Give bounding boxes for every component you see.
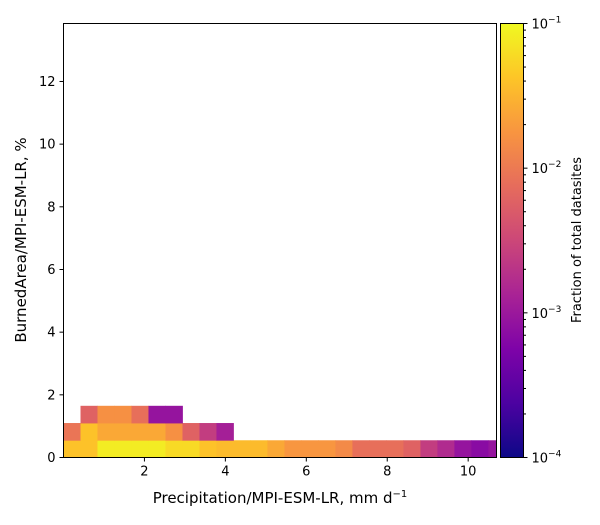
heatmap-cell-r0-c21 (420, 440, 438, 458)
heatmap-cell-r0-c10 (233, 440, 251, 458)
heatmap-cell-r2-c3 (131, 405, 149, 424)
x-tick-label: 8 (383, 465, 391, 480)
heatmap-cell-r0-c6 (165, 440, 183, 458)
heatmap-cell-r2-c4 (148, 405, 166, 424)
heatmap-cell-r2-c5 (165, 405, 183, 424)
colorbar-tick-label: 10−3 (532, 305, 562, 322)
colorbar-label: Fraction of total datasites (570, 157, 585, 323)
y-tick-label: 12 (39, 75, 56, 90)
y-axis-label: BurnedArea/MPI-ESM-LR, % (12, 137, 30, 342)
heatmap-cell-r0-c18 (369, 440, 387, 458)
x-axis-label: Precipitation/MPI-ESM-LR, mm d−1 (153, 489, 408, 507)
heatmap-cell-r0-c4 (131, 440, 149, 458)
heatmap-cell-r0-c22 (437, 440, 455, 458)
heatmap-cell-r0-c20 (403, 440, 421, 458)
colorbar (500, 23, 524, 458)
heatmap-cell-r2-c1 (97, 405, 115, 424)
heatmap-cell-r1-c6 (165, 423, 183, 441)
colorbar-tick-label: 10−1 (532, 16, 562, 33)
heatmap-cell-r0-c14 (301, 440, 319, 458)
x-tick-label: 2 (140, 465, 148, 480)
plot-area-frame (63, 23, 497, 458)
heatmap-cell-r1-c1 (80, 423, 98, 441)
y-tick-label: 2 (47, 388, 55, 403)
heatmap-cell-r0-c15 (318, 440, 336, 458)
heatmap-cell-r0-c12 (267, 440, 285, 458)
y-tick-label: 10 (39, 138, 56, 153)
heatmap-cell-r0-c17 (352, 440, 370, 458)
heatmap-cell-r1-c3 (114, 423, 132, 441)
colorbar-tick-label: 10−4 (532, 450, 562, 467)
heatmap-cell-r0-c11 (250, 440, 268, 458)
y-tick-label: 8 (47, 200, 55, 215)
heatmap-cell-r0-c0 (63, 440, 81, 458)
heatmap-cell-r2-c0 (80, 405, 98, 424)
heatmap-cell-r1-c9 (216, 423, 234, 441)
x-tick-label: 6 (302, 465, 310, 480)
heatmap-cell-r0-c25 (488, 440, 497, 458)
y-tick-label: 4 (47, 326, 55, 341)
x-tick-label: 10 (460, 465, 477, 480)
heatmap-cell-r1-c7 (182, 423, 200, 441)
heatmap-cell-r0-c7 (182, 440, 200, 458)
heatmap-cell-r1-c4 (131, 423, 149, 441)
heatmap-cell-r0-c19 (386, 440, 404, 458)
x-tick-label: 4 (221, 465, 229, 480)
y-tick-label: 6 (47, 263, 55, 278)
x-axis-ticks: 2 4 6 8 10 (140, 457, 477, 480)
colorbar-ticks: 10−1 10−2 10−3 10−4 (523, 16, 562, 467)
heatmap-cell-r0-c8 (199, 440, 217, 458)
heatmap-cell-r0-c23 (454, 440, 472, 458)
heatmap-cell-r0-c5 (148, 440, 166, 458)
colorbar-tick-label: 10−2 (532, 160, 562, 177)
heatmap-cells (63, 405, 497, 458)
heatmap-cell-r1-c0 (63, 423, 81, 441)
y-axis-ticks: 0 2 4 6 8 10 12 (39, 75, 64, 466)
y-tick-label: 0 (47, 451, 55, 466)
heatmap-cell-r0-c9 (216, 440, 234, 458)
heatmap-cell-r0-c1 (80, 440, 98, 458)
heatmap-cell-r0-c13 (284, 440, 302, 458)
heatmap-cell-r1-c5 (148, 423, 166, 441)
heatmap-cell-r0-c3 (114, 440, 132, 458)
heatmap-cell-r1-c8 (199, 423, 217, 441)
heatmap-cell-r0-c24 (471, 440, 489, 458)
heatmap-cell-r0-c16 (335, 440, 353, 458)
heatmap-cell-r1-c2 (97, 423, 115, 441)
heatmap-cell-r0-c2 (97, 440, 115, 458)
heatmap-cell-r2-c2 (114, 405, 132, 424)
